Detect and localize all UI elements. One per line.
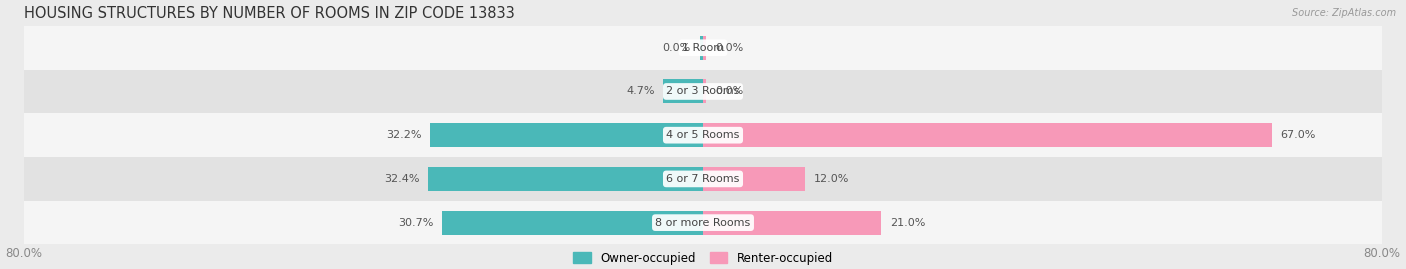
Bar xyxy=(24,113,1382,157)
Bar xyxy=(24,70,1382,113)
Bar xyxy=(427,167,703,191)
Text: Source: ZipAtlas.com: Source: ZipAtlas.com xyxy=(1292,8,1396,18)
Text: 12.0%: 12.0% xyxy=(813,174,849,184)
Bar xyxy=(24,201,1382,245)
Text: 6 or 7 Rooms: 6 or 7 Rooms xyxy=(666,174,740,184)
Bar xyxy=(703,211,882,235)
Text: 30.7%: 30.7% xyxy=(398,218,434,228)
Text: 4 or 5 Rooms: 4 or 5 Rooms xyxy=(666,130,740,140)
Text: 4.7%: 4.7% xyxy=(626,86,655,97)
Legend: Owner-occupied, Renter-occupied: Owner-occupied, Renter-occupied xyxy=(572,252,834,265)
Bar xyxy=(24,157,1382,201)
Bar xyxy=(443,211,703,235)
Bar xyxy=(703,79,706,104)
Text: 21.0%: 21.0% xyxy=(890,218,925,228)
Bar xyxy=(703,123,1271,147)
Text: HOUSING STRUCTURES BY NUMBER OF ROOMS IN ZIP CODE 13833: HOUSING STRUCTURES BY NUMBER OF ROOMS IN… xyxy=(24,6,515,20)
Text: 2 or 3 Rooms: 2 or 3 Rooms xyxy=(666,86,740,97)
Bar xyxy=(664,79,703,104)
Text: 8 or more Rooms: 8 or more Rooms xyxy=(655,218,751,228)
Bar xyxy=(430,123,703,147)
Bar xyxy=(703,36,706,60)
Text: 1 Room: 1 Room xyxy=(682,43,724,53)
Text: 32.2%: 32.2% xyxy=(385,130,422,140)
Bar xyxy=(24,26,1382,70)
Text: 67.0%: 67.0% xyxy=(1279,130,1316,140)
Bar xyxy=(700,36,703,60)
Text: 0.0%: 0.0% xyxy=(662,43,690,53)
Text: 32.4%: 32.4% xyxy=(384,174,419,184)
Bar xyxy=(703,167,804,191)
Text: 0.0%: 0.0% xyxy=(716,43,744,53)
Text: 0.0%: 0.0% xyxy=(716,86,744,97)
